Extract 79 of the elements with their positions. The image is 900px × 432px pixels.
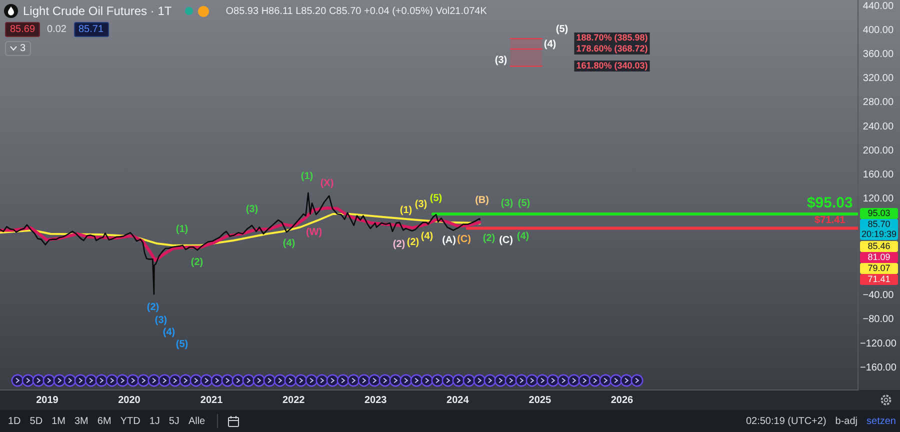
x-tick-label: 2020: [118, 394, 141, 406]
annotation: (1): [400, 204, 412, 216]
text: 02:50:19 (UTC+2): [746, 416, 826, 426]
text: b-adj: [835, 416, 858, 426]
annotation: (3): [154, 314, 168, 326]
x-tick-label: 2021: [200, 394, 224, 406]
annotation: (3): [500, 198, 514, 209]
annotation: (4): [420, 230, 434, 242]
text: 1J: [149, 416, 160, 426]
x-tick-label: 2026: [610, 394, 634, 406]
x-tick-label: 2022: [282, 394, 306, 406]
y-tick-label: −160.00: [860, 362, 897, 374]
annotation: (1): [176, 224, 188, 235]
x-tick-label: 2025: [528, 394, 552, 406]
text: 5J: [168, 416, 180, 426]
y-tick-label: −120.00: [860, 338, 897, 350]
annotation: (2): [190, 256, 204, 268]
y-tick-label: 440.00: [862, 0, 894, 12]
text: Alle: [188, 416, 206, 426]
text: setzen: [866, 416, 896, 426]
annotation: (3): [246, 204, 258, 215]
text: 1M: [52, 416, 66, 426]
annotation: (4): [282, 238, 296, 249]
annotation: (3): [414, 198, 428, 210]
text: 5D: [30, 416, 43, 426]
y-tick-label: 160.00: [862, 170, 894, 181]
y-tick-label: 400.00: [862, 24, 894, 36]
y-tick-label: 200.00: [862, 145, 894, 156]
annotation: (5): [430, 192, 442, 204]
annotation: 0.02: [47, 24, 66, 35]
annotation: $71.41: [814, 214, 846, 226]
text: 3M: [74, 416, 88, 426]
annotation: (W): [306, 226, 322, 238]
text: YTD: [120, 416, 140, 426]
annotation: (5): [518, 198, 530, 209]
text: 20:19:39: [860, 229, 898, 239]
annotation: (C): [499, 234, 513, 246]
text: 1D: [8, 416, 21, 426]
y-tick-label: 240.00: [862, 121, 894, 132]
annotation: (2): [482, 232, 496, 244]
annotation: (2): [406, 236, 420, 248]
annotation: 3: [20, 43, 26, 54]
text: O85.93 H86.11 L85.20 C85.70 +0.04 (+0.05%) Vol21.074K: [226, 6, 487, 16]
annotation: (2): [146, 302, 160, 313]
annotation: (1): [300, 170, 314, 182]
annotation: 85.69: [5, 22, 40, 37]
text: 71.41: [860, 274, 898, 284]
y-tick-label: 280.00: [862, 97, 894, 108]
chart-title: Light Crude Oil Futures · 1T: [23, 4, 172, 18]
text: 85.70: [866, 219, 892, 229]
annotation: 85.71: [74, 22, 109, 37]
text: 95.03: [860, 208, 898, 218]
y-tick-label: 360.00: [862, 49, 894, 60]
text: 85.46: [860, 241, 898, 251]
annotation: (X): [320, 178, 334, 189]
annotation: (3): [494, 54, 508, 66]
text: 79.07: [860, 263, 898, 273]
x-tick-label: 2019: [36, 394, 59, 406]
x-tick-label: 2023: [364, 394, 388, 406]
annotation: (A): [442, 234, 456, 246]
y-tick-label: 320.00: [862, 73, 894, 84]
annotation: (4): [516, 230, 530, 242]
y-tick-label: −40.00: [862, 290, 894, 302]
text: 6M: [97, 416, 112, 426]
x-tick-label: 2024: [446, 394, 470, 406]
annotation: 161.80% (340.03): [576, 60, 648, 70]
annotation: (5): [176, 338, 188, 350]
annotation: (4): [162, 326, 176, 338]
text: 81.09: [860, 252, 898, 262]
y-tick-label: 120.00: [862, 194, 894, 205]
annotation: (4): [544, 38, 556, 50]
y-tick-label: −80.00: [862, 314, 894, 326]
annotation: (C): [457, 234, 471, 245]
annotation: 178.60% (368.72): [576, 43, 648, 54]
annotation: $95.03: [806, 194, 853, 212]
annotation: 188.70% (385.98): [576, 32, 648, 42]
annotation: (5): [556, 24, 568, 35]
annotation: (B): [475, 194, 489, 206]
annotation: (2): [392, 238, 406, 250]
